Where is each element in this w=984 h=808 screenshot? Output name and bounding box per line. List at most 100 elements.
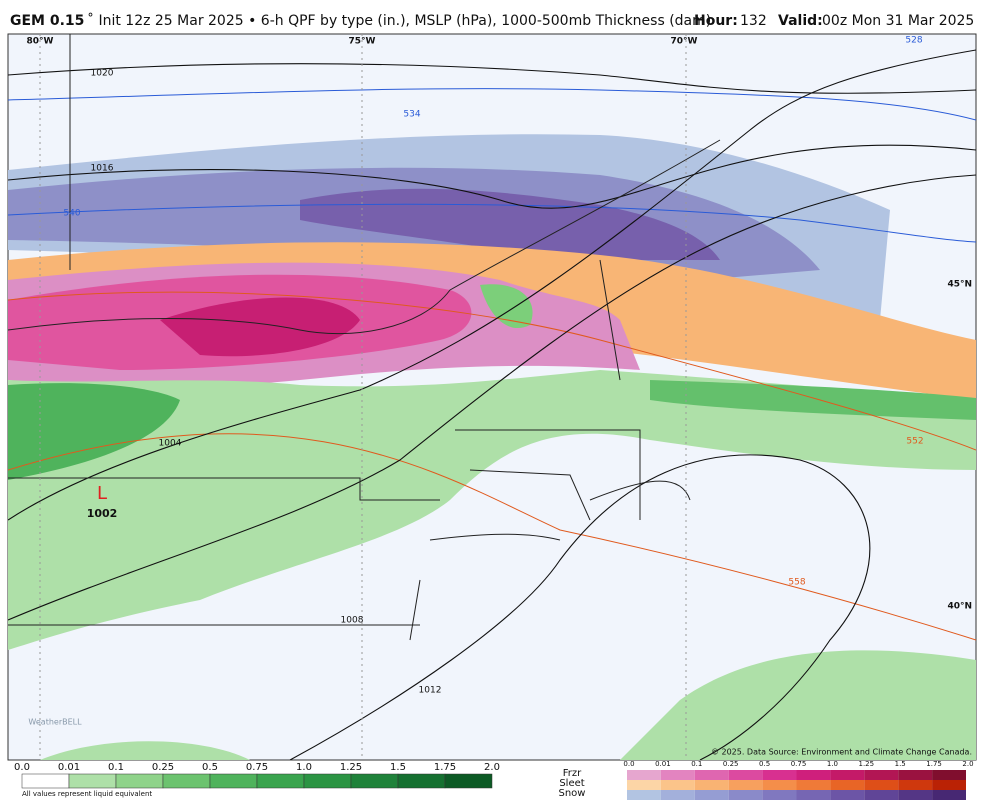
mixed-swatch bbox=[932, 780, 966, 790]
coastline bbox=[409, 480, 691, 641]
rain-swatch bbox=[21, 773, 70, 789]
mixed-tick-label: 1.0 bbox=[827, 760, 838, 768]
frzr-heavy bbox=[160, 297, 360, 357]
rain-light bbox=[8, 370, 976, 650]
mixed-swatch bbox=[864, 790, 899, 800]
isobar-label: 1008 bbox=[341, 616, 364, 626]
isobar-label: 1012 bbox=[419, 686, 442, 696]
mixed-tick-label: 0.75 bbox=[791, 760, 807, 768]
mixed-swatch bbox=[728, 790, 763, 800]
hour: 132 bbox=[740, 13, 767, 29]
snow-heavy bbox=[300, 188, 720, 260]
mixed-swatch bbox=[864, 780, 899, 790]
legend-note: All values represent liquid equivalent bbox=[22, 790, 152, 798]
rain-tick-label: 0.25 bbox=[152, 762, 174, 773]
type-label: Sleet bbox=[559, 778, 584, 789]
mixed-swatch bbox=[762, 770, 797, 780]
rain-tick-label: 1.5 bbox=[390, 762, 406, 773]
longitude-label: 80°W bbox=[27, 37, 54, 47]
isobar-label: 1020 bbox=[91, 69, 114, 79]
mixed-tick-label: 0.01 bbox=[655, 760, 671, 768]
thickness-label: 552 bbox=[906, 437, 923, 447]
latitude-label: 40°N bbox=[947, 602, 972, 612]
mixed-swatch bbox=[627, 790, 661, 800]
isobar-label: 1004 bbox=[159, 439, 182, 449]
isobar-1008 bbox=[8, 174, 976, 621]
thickness-552 bbox=[8, 291, 976, 451]
isobar-label: 1016 bbox=[91, 164, 114, 174]
low-pressure: 1002 bbox=[87, 507, 118, 520]
mixed-swatch bbox=[694, 790, 729, 800]
mixed-swatch bbox=[796, 780, 831, 790]
mixed-swatch bbox=[762, 780, 797, 790]
hour-label: Hour: bbox=[694, 13, 738, 29]
thickness-540 bbox=[8, 203, 976, 243]
mixed-swatch bbox=[627, 770, 661, 780]
credit: © 2025. Data Source: Environment and Cli… bbox=[711, 748, 972, 757]
type-label: Snow bbox=[559, 788, 586, 799]
mixed-swatch bbox=[728, 770, 763, 780]
valid: 00z Mon 31 Mar 2025 bbox=[822, 13, 974, 29]
mixed-swatch bbox=[660, 790, 695, 800]
mixed-swatch bbox=[660, 780, 695, 790]
mixed-tick-label: 0.25 bbox=[723, 760, 739, 768]
title: ˚ Init 12z 25 Mar 2025 • 6-h QPF by type… bbox=[87, 12, 711, 29]
mixed-swatch bbox=[830, 770, 865, 780]
rain-sw bbox=[40, 741, 250, 760]
rain-spot bbox=[480, 284, 533, 329]
isobar-1020 bbox=[8, 63, 976, 94]
isobar-1012 bbox=[289, 454, 871, 760]
thickness-label: 558 bbox=[788, 578, 805, 588]
mixed-swatch bbox=[728, 780, 763, 790]
thickness-534 bbox=[8, 88, 976, 121]
rain-swatch bbox=[256, 773, 305, 789]
type-label: Frzr bbox=[563, 768, 582, 779]
rain-swatch bbox=[303, 773, 352, 789]
mixed-swatch bbox=[660, 770, 695, 780]
mixed-tick-label: 0.5 bbox=[759, 760, 770, 768]
mixed-swatch bbox=[864, 770, 899, 780]
mixed-swatch bbox=[762, 790, 797, 800]
rain-tick-label: 0.75 bbox=[246, 762, 268, 773]
rain-tick-label: 0.0 bbox=[14, 762, 30, 773]
rain-tick-label: 2.0 bbox=[484, 762, 500, 773]
rain-swatch bbox=[397, 773, 446, 789]
mixed-swatch bbox=[932, 770, 966, 780]
rain-swatch bbox=[162, 773, 211, 789]
mixed-swatch bbox=[694, 780, 729, 790]
rain-tick-label: 1.25 bbox=[340, 762, 362, 773]
rain-tick-label: 0.5 bbox=[202, 762, 218, 773]
rain-tick-label: 1.0 bbox=[296, 762, 312, 773]
mixed-swatch bbox=[796, 770, 831, 780]
valid-label: Valid: bbox=[778, 13, 823, 29]
thickness-558 bbox=[8, 433, 976, 641]
map: 80°W 75°W 70°W 45°N 40°N 1020 1016 1004 … bbox=[7, 33, 977, 761]
mixed-swatch bbox=[932, 790, 966, 800]
longitude-label: 75°W bbox=[349, 37, 376, 47]
thickness-label: 540 bbox=[63, 209, 80, 219]
rain-band bbox=[650, 380, 976, 420]
model: GEM 0.15 bbox=[10, 13, 84, 29]
mixed-swatch bbox=[898, 770, 933, 780]
mixed-swatch bbox=[796, 790, 831, 800]
rain-swatch bbox=[209, 773, 258, 789]
latitude-label: 45°N bbox=[947, 280, 972, 290]
rain-swatch bbox=[68, 773, 117, 789]
rain-swatch bbox=[115, 773, 164, 789]
rain-tick-label: 0.01 bbox=[58, 762, 80, 773]
mixed-swatch bbox=[830, 790, 865, 800]
rain-swatch bbox=[444, 773, 493, 789]
mixed-swatch bbox=[898, 790, 933, 800]
mixed-tick-label: 0.1 bbox=[691, 760, 702, 768]
isobar-1004 bbox=[8, 49, 976, 521]
rain-tick-label: 1.75 bbox=[434, 762, 456, 773]
mixed-swatch bbox=[627, 780, 661, 790]
rain-medium bbox=[8, 383, 180, 480]
mixed-tick-label: 1.25 bbox=[859, 760, 875, 768]
thickness-label: 534 bbox=[403, 110, 420, 120]
mixed-tick-label: 0.0 bbox=[623, 760, 634, 768]
rain-south bbox=[620, 650, 976, 760]
mixed-tick-label: 2.0 bbox=[962, 760, 973, 768]
mixed-swatch bbox=[898, 780, 933, 790]
